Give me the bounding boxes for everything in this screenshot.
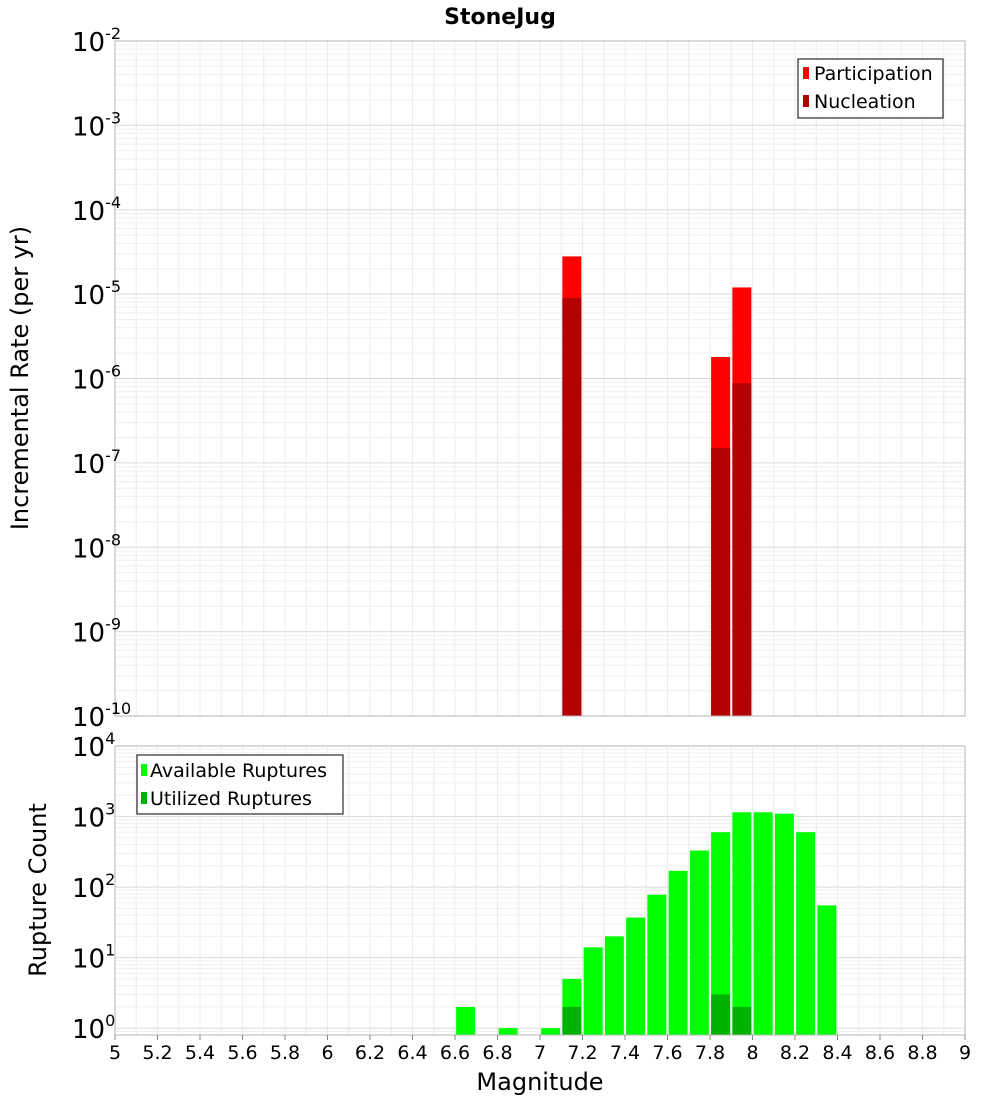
x-tick-label: 8.6: [865, 1042, 895, 1064]
legend-label-utilized: Utilized Ruptures: [150, 788, 312, 810]
bottom-bar-available-ruptures: [647, 894, 667, 1035]
bottom-bar-available-ruptures: [753, 812, 773, 1035]
top-y-ticks: 10-10 10-9 10-8 10-7 10-6 10-5 10-4 10-3 10-2: [72, 24, 131, 733]
top-y-axis-label: Incremental Rate (per yr): [6, 226, 34, 530]
bottom-bar-available-ruptures: [711, 832, 731, 1035]
x-tick-label: 5.8: [270, 1042, 300, 1064]
legend-swatch-participation: [803, 67, 809, 79]
x-tick-label: 8: [746, 1042, 758, 1064]
bottom-y-tick-label: 103: [72, 800, 115, 834]
bottom-legend-box: [136, 754, 344, 815]
top-y-tick-label: 10-2: [72, 24, 121, 58]
top-legend: Participation Nucleation: [797, 58, 944, 119]
bottom-bar-available-ruptures: [689, 850, 709, 1035]
top-bar-nucleation: [732, 383, 752, 716]
legend-label-nucleation: Nucleation: [814, 91, 916, 113]
bottom-y-tick-label: 104: [72, 729, 115, 763]
x-tick-label: 6.2: [355, 1042, 385, 1064]
legend-label-available: Available Ruptures: [150, 760, 327, 782]
top-y-tick-label: 10-9: [72, 615, 121, 649]
x-tick-label: 7.8: [695, 1042, 725, 1064]
top-bars: [562, 256, 752, 716]
top-y-tick-label: 10-6: [72, 362, 121, 396]
x-tick-label: 6: [321, 1042, 333, 1064]
top-y-tick-label: 10-7: [72, 446, 121, 480]
bottom-y-tick-label: 101: [72, 941, 115, 975]
bottom-bar-available-ruptures: [604, 936, 624, 1035]
top-grid: [114, 40, 966, 717]
top-y-tick-label: 10-5: [72, 277, 121, 311]
x-tick-label: 6.4: [397, 1042, 427, 1064]
x-tick-label: 5.4: [185, 1042, 215, 1064]
top-bar-nucleation: [562, 297, 582, 716]
x-tick-label: 6.6: [440, 1042, 470, 1064]
legend-label-participation: Participation: [814, 63, 933, 85]
top-y-tick-label: 10-8: [72, 530, 121, 564]
bottom-bars: [456, 812, 837, 1035]
x-tick-label: 7.2: [567, 1042, 597, 1064]
x-tick-label: 8.4: [822, 1042, 852, 1064]
bottom-bar-available-ruptures: [817, 905, 837, 1035]
chart-title: StoneJug: [444, 5, 556, 30]
bottom-bar-available-ruptures: [732, 812, 752, 1035]
bottom-bar-available-ruptures: [583, 947, 603, 1035]
legend-swatch-nucleation: [803, 95, 809, 107]
bottom-y-tick-label: 100: [72, 1011, 115, 1045]
x-tick-label: 7.6: [652, 1042, 682, 1064]
bottom-bar-utilized-ruptures: [562, 1006, 582, 1035]
top-legend-box: [797, 58, 944, 119]
bottom-bar-available-ruptures: [796, 832, 816, 1035]
bottom-bar-available-ruptures: [626, 917, 646, 1035]
legend-swatch-available: [141, 764, 147, 776]
top-y-tick-label: 10-4: [72, 193, 121, 227]
top-y-tick-label: 10-10: [72, 699, 131, 733]
x-tick-label: 7: [534, 1042, 546, 1064]
bottom-x-ticks: 5 5.2 5.4 5.6 5.8 6 6.2 6.4 6.6 6.8 7 7.2 7.4 7.6 7.8 8…: [109, 1035, 971, 1064]
bottom-y-axis-label: Rupture Count: [24, 803, 52, 977]
x-tick-label: 5.2: [142, 1042, 172, 1064]
x-tick-label: 5.6: [227, 1042, 257, 1064]
bottom-bar-available-ruptures: [774, 813, 794, 1035]
top-y-tick-label: 10-3: [72, 108, 121, 142]
x-tick-label: 9: [959, 1042, 971, 1064]
bottom-y-ticks: 100 101 102 103 104: [72, 729, 115, 1045]
top-bar-nucleation: [711, 448, 731, 716]
bottom-legend: Available Ruptures Utilized Ruptures: [136, 754, 344, 815]
x-tick-label: 8.2: [780, 1042, 810, 1064]
top-plot-frame: [114, 40, 966, 717]
bottom-bar-available-ruptures: [456, 1006, 476, 1035]
bottom-y-tick-label: 102: [72, 870, 115, 904]
x-tick-label: 7.4: [610, 1042, 640, 1064]
bottom-bar-available-ruptures: [668, 870, 688, 1035]
bottom-bar-utilized-ruptures: [732, 1006, 752, 1035]
legend-swatch-utilized: [141, 792, 147, 804]
x-tick-label: 8.8: [907, 1042, 937, 1064]
x-tick-label: 6.8: [482, 1042, 512, 1064]
bottom-bar-available-ruptures: [541, 1028, 561, 1035]
x-tick-label: 5: [109, 1042, 121, 1064]
bottom-bar-available-ruptures: [498, 1028, 518, 1035]
bottom-bar-utilized-ruptures: [711, 994, 731, 1035]
x-axis-label: Magnitude: [476, 1068, 603, 1096]
